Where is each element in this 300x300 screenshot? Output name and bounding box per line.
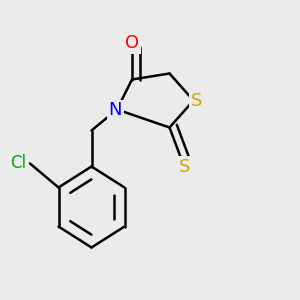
Text: S: S bbox=[179, 158, 190, 175]
Text: N: N bbox=[109, 101, 122, 119]
Text: O: O bbox=[125, 34, 139, 52]
Text: Cl: Cl bbox=[11, 154, 27, 172]
Text: S: S bbox=[191, 92, 202, 110]
